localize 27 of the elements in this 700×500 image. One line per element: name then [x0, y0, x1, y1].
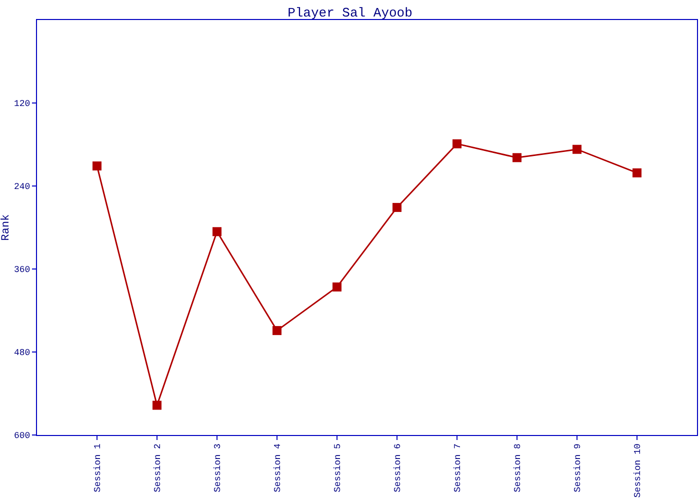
- point: [92, 161, 102, 170]
- x-tick-label: Session 9: [572, 444, 583, 492]
- y-tick-label: 120: [14, 99, 30, 110]
- point: [452, 139, 462, 148]
- point: [572, 144, 582, 154]
- y-tick-label: 240: [14, 182, 30, 192]
- x-tick-label: Session 3: [212, 444, 223, 492]
- y-tick-label: 360: [14, 265, 30, 276]
- x-tick-label: Session 6: [392, 444, 403, 492]
- x-tick-label: Session 10: [632, 444, 643, 498]
- y-axis-title: Rank: [0, 214, 13, 241]
- x-tick-label: Session 1: [92, 444, 103, 492]
- x-tick-label: Session 2: [152, 444, 163, 492]
- point: [512, 153, 522, 162]
- point: [152, 400, 162, 410]
- x-tick-label: Session 4: [272, 444, 283, 492]
- point: [212, 227, 222, 236]
- y-tick-label: 480: [14, 348, 30, 358]
- x-tick-label: Session 5: [332, 444, 343, 492]
- point: [332, 282, 342, 292]
- chart-title: Player Sal Ayoob: [288, 6, 412, 21]
- point: [632, 168, 642, 178]
- point: [392, 202, 402, 212]
- point: [272, 326, 282, 336]
- x-tick-label: Session 8: [512, 444, 523, 492]
- y-tick-label: 600: [14, 431, 30, 442]
- x-tick-label: Session 7: [452, 444, 463, 492]
